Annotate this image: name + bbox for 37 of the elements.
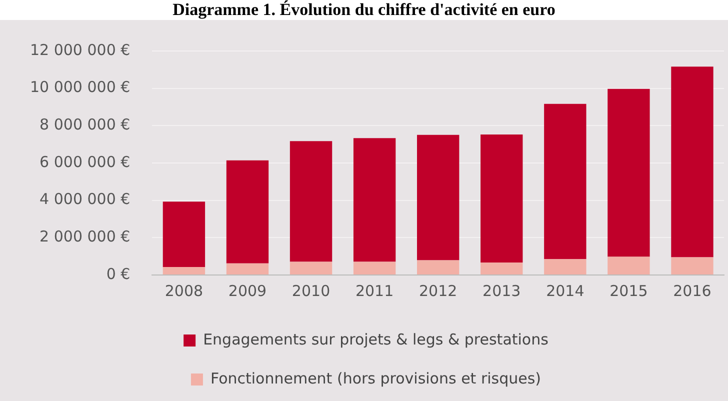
bar bbox=[544, 104, 586, 260]
y-tick-label: 12 000 000 € bbox=[30, 40, 130, 59]
y-tick-label: 0 € bbox=[106, 264, 130, 283]
bar bbox=[290, 141, 332, 262]
bar bbox=[226, 160, 269, 264]
bar bbox=[162, 202, 206, 267]
bar bbox=[608, 256, 650, 274]
legend-label: Fonctionnement (hors provisions et risques) bbox=[210, 369, 542, 388]
chart-title: Diagramme 1. Évolution du chiffre d'activité en euro bbox=[172, 0, 556, 20]
x-tick-label: 2013 bbox=[482, 282, 521, 300]
bar bbox=[353, 262, 396, 274]
bar bbox=[162, 266, 206, 274]
legend-label: Engagements sur projets & legs & prestations bbox=[203, 330, 549, 348]
bar bbox=[353, 138, 396, 262]
y-tick-label: 2 000 000 € bbox=[40, 228, 130, 246]
bar bbox=[417, 260, 460, 274]
x-tick-label: 2016 bbox=[673, 282, 712, 300]
x-tick-label: 2010 bbox=[292, 282, 330, 300]
bar bbox=[544, 259, 586, 274]
y-tick-label: 4 000 000 € bbox=[40, 190, 130, 208]
x-tick-label: 2012 bbox=[419, 282, 458, 300]
bar bbox=[290, 262, 332, 274]
y-tick-label: 6 000 000 € bbox=[40, 152, 130, 171]
x-tick-label: 2014 bbox=[546, 282, 584, 300]
bar bbox=[226, 263, 269, 274]
bar bbox=[671, 66, 714, 258]
x-tick-label: 2011 bbox=[355, 282, 394, 300]
bar bbox=[608, 88, 650, 257]
x-tick-label: 2008 bbox=[164, 282, 204, 300]
bar bbox=[417, 134, 460, 260]
y-tick-label: 10 000 000 € bbox=[30, 78, 130, 96]
x-tick-label: 2015 bbox=[610, 282, 648, 300]
x-tick-label: 2009 bbox=[228, 282, 267, 300]
y-tick-label: 8 000 000 € bbox=[40, 116, 130, 134]
bar bbox=[480, 134, 523, 262]
bar bbox=[671, 257, 714, 274]
bar bbox=[480, 262, 523, 274]
